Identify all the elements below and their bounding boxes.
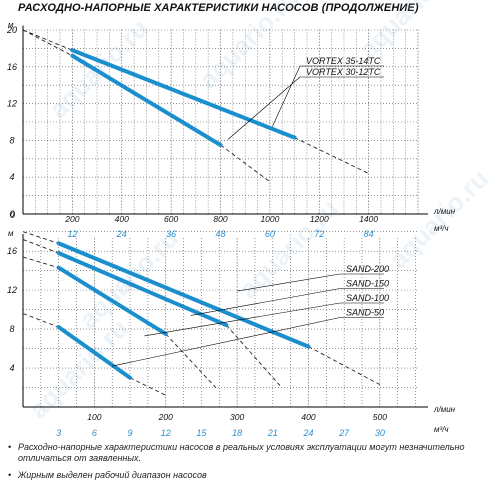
watermark-text: aquario.ru (383, 163, 494, 274)
series-label: VORTEX 35-14TC (306, 56, 381, 66)
x2-tick-label: 48 (216, 229, 226, 239)
x-axis-unit-label: л/мин (433, 207, 456, 216)
x2-axis-unit-label: м³/ч (434, 425, 449, 434)
x-tick-label: 1200 (310, 214, 329, 224)
note-bullet: • (8, 442, 12, 452)
series-dashed-end (129, 377, 166, 396)
series-bold-line (70, 48, 297, 140)
x-tick-label: 100 (87, 412, 101, 422)
x2-tick-label: 12 (67, 229, 77, 239)
x2-tick-label: 6 (92, 428, 97, 438)
series-label: VORTEX 30-12TC (306, 67, 381, 77)
series-dashed-end (226, 324, 281, 386)
leader-line (112, 317, 341, 367)
series-dashed-end (220, 144, 271, 183)
x-tick-label: 1000 (260, 214, 279, 224)
x-tick-label: 600 (164, 214, 178, 224)
y-tick-label: 20 (6, 25, 17, 35)
y-tick-label: 16 (7, 246, 17, 256)
page-title: РАСХОДНО-НАПОРНЫЕ ХАРАКТЕРИСТИКИ НАСОСОВ… (18, 2, 419, 14)
series-bold-line (70, 53, 223, 147)
series-dashed-start (22, 29, 73, 57)
x-tick-label: 200 (158, 412, 173, 422)
x-tick-label: 400 (115, 214, 129, 224)
x-tick-label: 500 (373, 412, 387, 422)
x2-tick-label: 84 (364, 229, 374, 239)
x2-axis-unit-label: м³/ч (434, 224, 449, 233)
note-bold-range: • Жирным выделен рабочий диапазон насосо… (8, 470, 207, 481)
y-tick-label: 4 (9, 363, 14, 373)
x-axis-unit-label: л/мин (433, 405, 456, 414)
note-bullet: • (8, 470, 12, 480)
x2-tick-label: 60 (265, 229, 275, 239)
series-bold-line (56, 325, 133, 380)
x2-tick-label: 24 (302, 428, 313, 438)
x2-tick-label: 3 (56, 428, 61, 438)
y-tick-label: 8 (9, 135, 14, 145)
x-tick-label: 400 (301, 412, 315, 422)
x2-tick-label: 18 (232, 428, 242, 438)
series-dashed-start (22, 29, 73, 51)
y-tick-label: 12 (7, 285, 17, 295)
leader-line (144, 302, 341, 337)
y-tick-label: 0 (10, 210, 15, 220)
watermark-layer: aquario.ru aquario.ru aquario.ru aquario.ru… (23, 0, 494, 424)
y-axis-unit-label: м (8, 21, 14, 30)
x2-tick-label: 36 (166, 229, 176, 239)
watermark-text: aquario.ru (73, 223, 184, 334)
series-dashed-start (22, 239, 59, 254)
x2-tick-label: 12 (161, 428, 171, 438)
series-dashed-end (165, 333, 217, 388)
leader-line (190, 288, 341, 316)
series-dashed-start (22, 256, 59, 269)
x2-tick-label: 30 (375, 428, 385, 438)
series-label: SAND-100 (346, 293, 389, 303)
x2-tick-label: 24 (116, 229, 127, 239)
series-bold-line (56, 241, 311, 349)
x2-tick-label: 9 (128, 428, 133, 438)
series-label: SAND-50 (346, 308, 384, 318)
x2-tick-label: 15 (196, 428, 207, 438)
watermark-text: aquario.ru (353, 0, 464, 64)
chart-2: SAND-200 SAND-150 SAND-100 SAND-50 (22, 231, 428, 408)
note-text-2: Жирным выделен рабочий диапазон насосов (18, 470, 207, 480)
x-tick-label: 300 (230, 412, 244, 422)
note-text-1: Расходно-напорные характеристики насосов… (18, 442, 465, 463)
x-tick-label: 1400 (359, 214, 378, 224)
y-tick-label: 0 (9, 209, 14, 219)
y-tick-label: 8 (9, 324, 14, 334)
x-tick-label: 800 (213, 214, 227, 224)
y-axis-unit-label: м (8, 229, 14, 238)
x2-tick-label: 21 (267, 428, 278, 438)
series-bold-line (56, 251, 229, 328)
note-real-conditions: • Расходно-напорные характеристики насос… (8, 442, 500, 464)
y-tick-label: 4 (9, 172, 14, 182)
x-tick-label: 200 (64, 214, 79, 224)
series-bold-line (56, 265, 168, 336)
leader-line (237, 273, 341, 292)
y-tick-label: 16 (7, 62, 17, 72)
series-dashed-start (22, 313, 59, 328)
series-dashed-start (22, 231, 59, 244)
series-label: SAND-200 (346, 264, 389, 274)
series-label: SAND-150 (346, 279, 389, 289)
watermark-text: aquario.ru (193, 0, 304, 94)
x2-tick-label: 27 (338, 428, 350, 438)
watermark-text: aquario.ru (233, 193, 344, 304)
leader-line (227, 76, 301, 140)
leader-line (272, 65, 301, 127)
y-tick-label: 12 (7, 99, 17, 109)
x2-tick-label: 72 (314, 229, 324, 239)
